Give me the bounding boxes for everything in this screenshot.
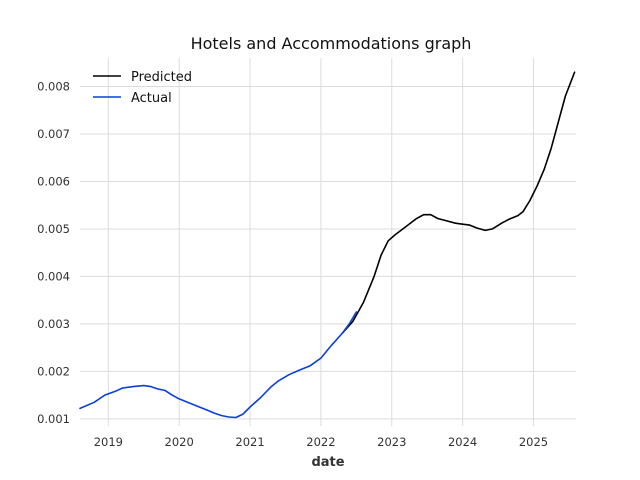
- legend-label-predicted: Predicted: [131, 70, 192, 85]
- chart-title: Hotels and Accommodations graph: [191, 34, 472, 53]
- x-tick-label: 2024: [448, 435, 477, 449]
- y-tick-label: 0.004: [37, 269, 70, 283]
- y-tick-label: 0.008: [37, 79, 70, 93]
- series-lines: [79, 71, 576, 419]
- series-line-predicted: [341, 71, 576, 335]
- y-tick-label: 0.005: [37, 222, 70, 236]
- y-tick-label: 0.006: [37, 174, 70, 188]
- y-tick-label: 0.002: [37, 364, 70, 378]
- y-tick-label: 0.003: [37, 317, 70, 331]
- x-tick-label: 2019: [94, 435, 123, 449]
- x-tick-label: 2020: [165, 435, 194, 449]
- y-tick-label: 0.001: [37, 412, 70, 426]
- y-tick-label: 0.007: [37, 127, 70, 141]
- x-axis-label: date: [311, 455, 344, 470]
- x-tick-label: 2023: [377, 435, 406, 449]
- legend-label-actual: Actual: [131, 91, 172, 106]
- x-tick-label: 2021: [235, 435, 264, 449]
- x-axis-ticks: 2019 2020 2021 2022 2023 2024 2025: [94, 435, 548, 449]
- series-line-actual: [79, 311, 358, 419]
- grid: [80, 58, 576, 426]
- x-tick-label: 2022: [306, 435, 335, 449]
- legend: Predicted Actual: [93, 70, 192, 106]
- y-axis-ticks: 0.001 0.002 0.003 0.004 0.005 0.006 0.007 0.008: [37, 79, 70, 425]
- x-tick-label: 2025: [519, 435, 548, 449]
